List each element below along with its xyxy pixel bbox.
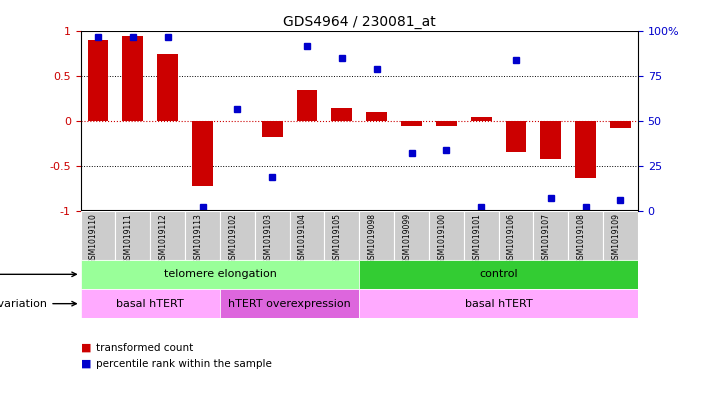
Bar [325, 211, 359, 260]
Bar [401, 121, 422, 126]
Bar [150, 211, 185, 260]
Text: GSM1019107: GSM1019107 [542, 213, 551, 264]
Bar [610, 121, 631, 128]
Bar [185, 211, 220, 260]
Text: protocol: protocol [0, 269, 76, 279]
Text: GSM1019098: GSM1019098 [368, 213, 376, 264]
Text: GSM1019108: GSM1019108 [577, 213, 585, 264]
Text: transformed count: transformed count [96, 343, 193, 353]
Bar [359, 211, 394, 260]
Bar [569, 211, 603, 260]
Bar [533, 211, 569, 260]
Bar [220, 289, 359, 318]
Bar [81, 211, 116, 260]
Bar [464, 211, 498, 260]
Text: ■: ■ [81, 358, 91, 369]
Text: GSM1019100: GSM1019100 [437, 213, 447, 264]
Bar [81, 260, 359, 289]
Bar [359, 289, 638, 318]
Text: GSM1019099: GSM1019099 [402, 213, 411, 264]
Bar [366, 112, 387, 121]
Text: percentile rank within the sample: percentile rank within the sample [96, 358, 272, 369]
Bar [470, 117, 491, 121]
Text: GSM1019103: GSM1019103 [263, 213, 272, 264]
Bar [81, 289, 220, 318]
Text: GSM1019110: GSM1019110 [89, 213, 98, 264]
Text: GSM1019113: GSM1019113 [193, 213, 203, 264]
Bar [505, 121, 526, 152]
Bar [290, 211, 325, 260]
Text: basal hTERT: basal hTERT [465, 299, 533, 309]
Title: GDS4964 / 230081_at: GDS4964 / 230081_at [283, 15, 435, 29]
Bar [498, 211, 533, 260]
Text: telomere elongation: telomere elongation [163, 269, 276, 279]
Bar [603, 211, 638, 260]
Text: hTERT overexpression: hTERT overexpression [229, 299, 351, 309]
Text: GSM1019112: GSM1019112 [158, 213, 168, 264]
Text: GSM1019101: GSM1019101 [472, 213, 481, 264]
Text: genotype/variation: genotype/variation [0, 299, 76, 309]
Bar [220, 211, 254, 260]
Text: control: control [479, 269, 518, 279]
Bar [192, 121, 213, 185]
Bar [254, 211, 290, 260]
Text: ■: ■ [81, 343, 91, 353]
Bar [576, 121, 596, 178]
Text: basal hTERT: basal hTERT [116, 299, 184, 309]
Bar [540, 121, 562, 159]
Bar [116, 211, 150, 260]
Bar [429, 211, 464, 260]
Text: GSM1019106: GSM1019106 [507, 213, 516, 264]
Text: GSM1019104: GSM1019104 [298, 213, 307, 264]
Bar [436, 121, 457, 126]
Bar [157, 54, 178, 121]
Bar [123, 36, 143, 121]
Bar [297, 90, 318, 121]
Bar [394, 211, 429, 260]
Bar [261, 121, 283, 137]
Text: GSM1019111: GSM1019111 [124, 213, 133, 264]
Bar [332, 108, 353, 121]
Text: GSM1019109: GSM1019109 [611, 213, 620, 264]
Bar [88, 40, 109, 121]
Text: GSM1019105: GSM1019105 [333, 213, 342, 264]
Bar [359, 260, 638, 289]
Text: GSM1019102: GSM1019102 [229, 213, 238, 264]
